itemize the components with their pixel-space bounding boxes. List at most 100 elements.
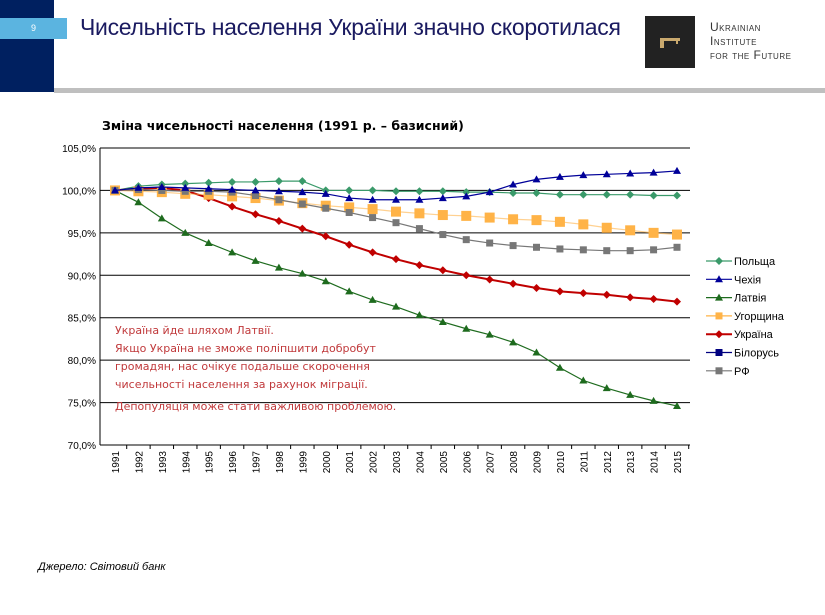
data-point — [533, 243, 540, 251]
data-point — [672, 229, 682, 240]
data-point — [626, 169, 635, 177]
data-point — [415, 311, 424, 319]
data-point — [673, 401, 681, 409]
data-point — [298, 224, 307, 233]
data-point — [485, 330, 494, 338]
data-point — [509, 188, 518, 197]
data-point — [626, 390, 635, 398]
data-point — [532, 348, 541, 356]
data-point — [204, 184, 213, 192]
data-point — [462, 324, 471, 332]
data-point — [111, 186, 119, 194]
legend-label: РФ — [734, 366, 750, 378]
data-point — [274, 216, 283, 225]
legend-label: Чехія — [734, 274, 761, 286]
chart-title: Зміна чисельності населення (1991 р. – б… — [102, 118, 464, 133]
logo — [645, 16, 695, 68]
data-point — [439, 231, 447, 239]
data-point — [345, 287, 354, 295]
y-tick-label: 95,0% — [68, 229, 96, 240]
legend-label: Латвія — [734, 293, 766, 305]
data-point — [673, 297, 681, 306]
data-point — [555, 190, 564, 199]
x-tick-label: 1999 — [298, 451, 309, 474]
data-point — [579, 376, 588, 384]
data-point — [555, 172, 564, 180]
x-tick-label: 2001 — [345, 451, 356, 474]
data-point — [392, 255, 400, 264]
data-point — [649, 191, 658, 200]
data-point — [532, 188, 541, 197]
data-point — [251, 210, 260, 219]
data-point — [392, 195, 400, 203]
data-point — [298, 200, 306, 208]
x-tick-label: 1993 — [158, 451, 169, 474]
data-point — [181, 228, 190, 236]
y-tick-label: 75,0% — [68, 399, 96, 410]
x-tick-label: 2002 — [369, 451, 380, 474]
data-point — [344, 202, 355, 213]
data-point — [251, 256, 260, 264]
data-point — [673, 166, 681, 174]
data-point — [274, 263, 283, 271]
data-point — [649, 396, 658, 404]
x-tick-label: 2005 — [439, 451, 450, 474]
key-icon — [660, 38, 680, 48]
data-point — [626, 247, 634, 255]
note-line: чисельності населення за рахунок міграці… — [115, 378, 368, 391]
data-point — [228, 177, 237, 186]
data-point — [134, 198, 143, 206]
data-point — [438, 187, 447, 196]
source-note: Джерело: Світовий банк — [38, 561, 166, 573]
data-point — [368, 186, 377, 195]
data-point — [134, 183, 143, 191]
data-point — [531, 215, 542, 226]
data-point — [673, 243, 681, 251]
data-point — [392, 302, 400, 310]
data-point — [509, 180, 518, 188]
x-tick-label: 2010 — [556, 451, 567, 474]
data-point — [392, 219, 400, 227]
data-point — [391, 206, 401, 217]
data-point — [369, 214, 377, 222]
x-tick-label: 1995 — [205, 451, 216, 474]
data-point — [579, 171, 588, 179]
chart-annotation: Україна йде шляхом Латвії. Якщо Україна … — [115, 322, 396, 416]
data-point — [345, 194, 354, 202]
data-point — [508, 214, 519, 225]
data-point — [484, 212, 495, 223]
data-point — [626, 190, 635, 199]
data-point — [602, 190, 611, 199]
data-point — [532, 284, 541, 293]
legend-marker — [715, 312, 723, 320]
x-tick-label: 2007 — [486, 451, 497, 474]
data-point — [368, 248, 377, 257]
data-point — [578, 219, 589, 230]
data-point — [275, 196, 283, 204]
data-point — [438, 266, 447, 275]
logo-line: Ukrainian — [710, 20, 761, 34]
x-tick-label: 2003 — [392, 451, 403, 474]
data-point — [274, 187, 283, 195]
data-point — [555, 287, 564, 296]
data-point — [322, 204, 330, 212]
data-point — [509, 338, 518, 346]
legend-marker — [715, 275, 723, 283]
data-point — [415, 195, 424, 203]
data-point — [367, 204, 378, 215]
data-point — [181, 183, 190, 191]
data-point — [648, 227, 659, 238]
data-point — [649, 168, 658, 176]
data-point — [626, 293, 635, 302]
logo-line: Institute — [710, 34, 757, 48]
data-point — [579, 289, 588, 298]
data-point — [625, 225, 636, 236]
data-point — [251, 177, 260, 186]
x-tick-label: 1994 — [181, 451, 192, 474]
x-tick-label: 1992 — [134, 451, 145, 474]
x-tick-label: 2012 — [603, 451, 614, 474]
legend-marker — [715, 367, 723, 375]
data-point — [321, 232, 330, 241]
data-point — [673, 191, 681, 200]
